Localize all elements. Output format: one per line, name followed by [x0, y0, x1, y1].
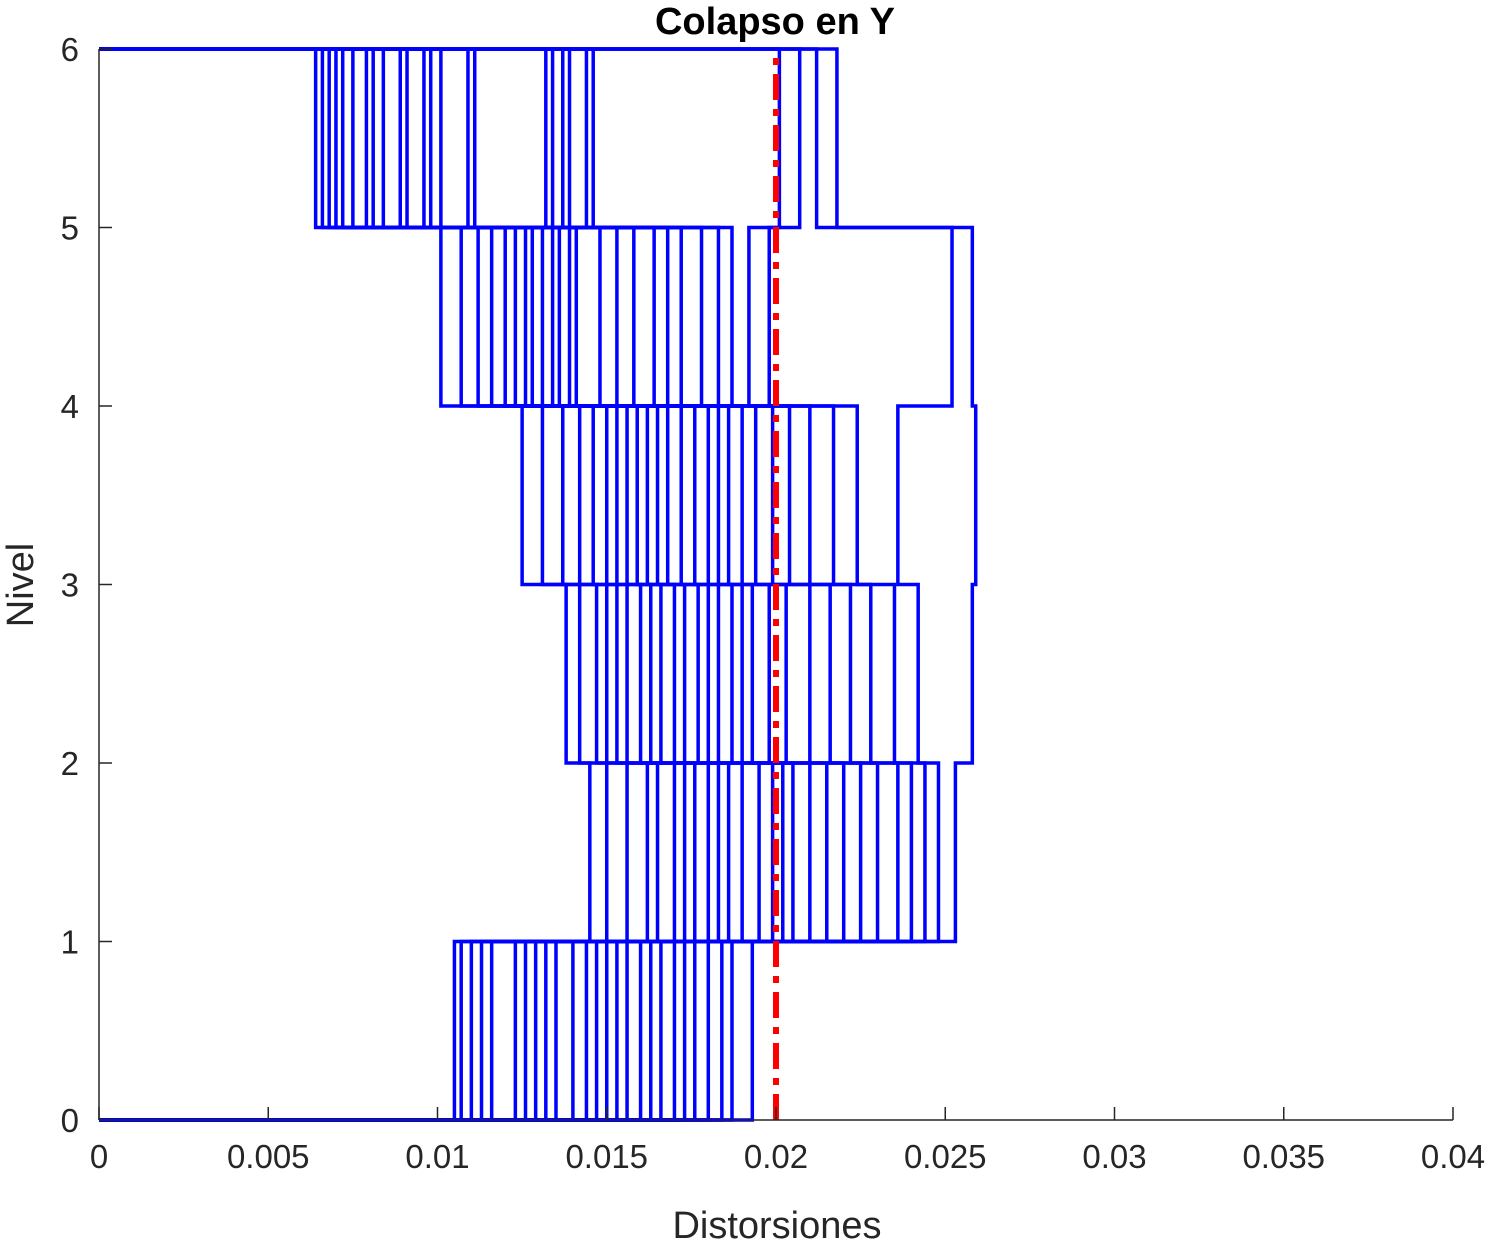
y-tick-label: 4	[61, 388, 79, 425]
x-axis-label: Distorsiones	[672, 1205, 881, 1244]
series-line	[99, 47, 978, 1122]
y-tick-label: 6	[61, 31, 79, 68]
x-tick-label: 0.04	[1421, 1138, 1485, 1175]
x-tick-label: 0.005	[227, 1138, 310, 1175]
x-tick-label: 0.02	[744, 1138, 808, 1175]
x-tick-label: 0.01	[405, 1138, 469, 1175]
series-layer	[99, 47, 978, 1122]
y-tick-label: 5	[61, 210, 79, 247]
x-tick-label: 0.035	[1242, 1138, 1325, 1175]
x-tick-label: 0.025	[904, 1138, 987, 1175]
y-tick-label: 1	[61, 924, 79, 961]
y-tick-label: 2	[61, 745, 79, 782]
x-tick-label: 0.015	[565, 1138, 648, 1175]
x-tick-label: 0.03	[1082, 1138, 1146, 1175]
y-tick-label: 3	[61, 567, 79, 604]
y-tick-label: 0	[61, 1102, 79, 1139]
axes: 0 0.005 0.01 0.015 0.02 0.025 0.03 0.035 0.04 0 1 2…	[61, 31, 1485, 1175]
x-tick-label: 0	[90, 1138, 108, 1175]
chart-title: Colapso en Y	[655, 1, 895, 43]
y-axis-label: Nivel	[0, 543, 42, 627]
